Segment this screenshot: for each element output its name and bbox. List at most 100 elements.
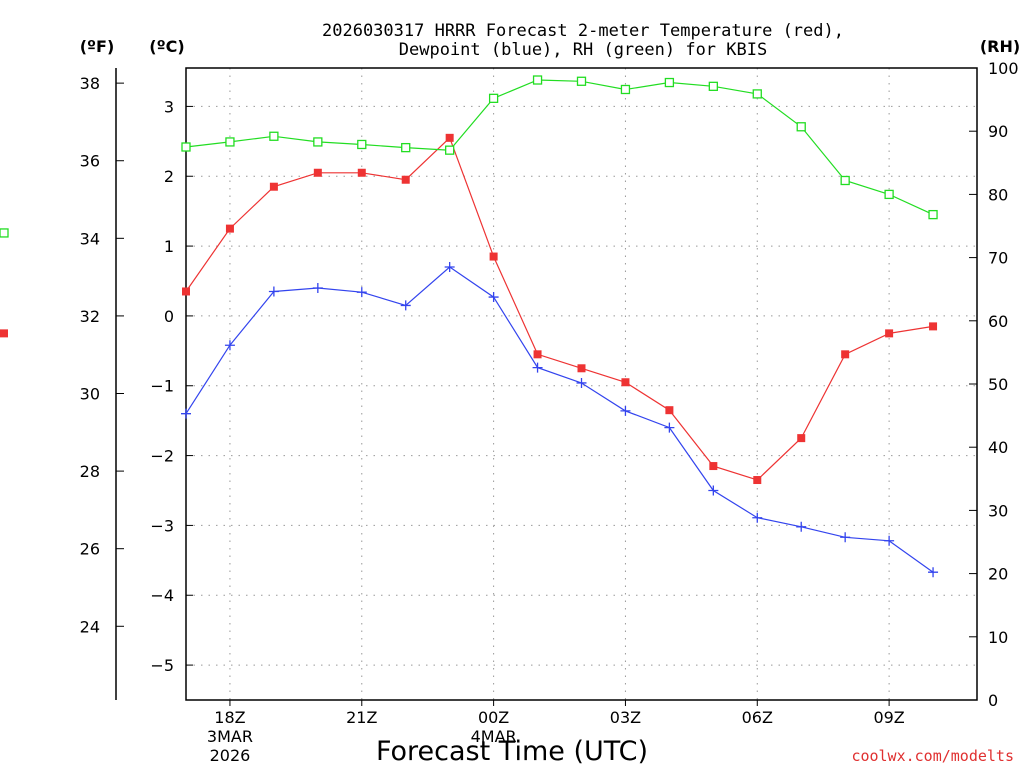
rh-point bbox=[225, 137, 235, 147]
fahrenheit-tick-label: 34 bbox=[80, 229, 100, 248]
temperature-point bbox=[533, 350, 542, 359]
fahrenheit-tick-label: 38 bbox=[80, 74, 100, 93]
rh-point bbox=[181, 142, 191, 152]
rh-tick-label: 30 bbox=[988, 501, 1008, 520]
dewpoint-point bbox=[312, 282, 323, 293]
dewpoint-point bbox=[356, 287, 367, 298]
rh-tick-label: 20 bbox=[988, 565, 1008, 584]
credit-text: coolwx.com/modelts bbox=[851, 747, 1014, 765]
rh-point bbox=[752, 89, 762, 99]
temperature-point bbox=[753, 476, 762, 485]
chart-title-line2: Dewpoint (blue), RH (green) for KBIS bbox=[399, 40, 767, 60]
dewpoint-point bbox=[268, 286, 279, 297]
celsius-axis-label: (ºC) bbox=[149, 37, 184, 56]
temperature-point bbox=[709, 462, 718, 471]
celsius-tick-label: −2 bbox=[150, 447, 174, 466]
x-tick-date: 3MAR bbox=[207, 727, 253, 746]
dewpoint-point bbox=[928, 567, 939, 578]
x-tick-label: 00Z bbox=[478, 708, 509, 727]
temperature-point bbox=[357, 168, 366, 177]
fahrenheit-axis-label: (ºF) bbox=[80, 37, 115, 56]
celsius-tick-label: 1 bbox=[164, 237, 174, 256]
rh-point bbox=[313, 137, 323, 147]
series-layer bbox=[0, 75, 939, 578]
x-tick-date: 4MAR bbox=[471, 727, 517, 746]
chart-title-line1: 2026030317 HRRR Forecast 2-meter Tempera… bbox=[322, 21, 844, 41]
rh-point bbox=[445, 145, 455, 155]
temperature-line bbox=[185, 136, 934, 481]
temperature-point bbox=[929, 322, 938, 331]
fahrenheit-tick-label: 36 bbox=[80, 152, 100, 171]
rh-point bbox=[401, 142, 411, 153]
rh-tick-label: 70 bbox=[988, 249, 1008, 268]
rh-tick-label: 0 bbox=[988, 691, 998, 710]
temperature-point bbox=[445, 133, 454, 142]
fahrenheit-tick-label: 24 bbox=[80, 617, 100, 636]
temperature-point bbox=[269, 182, 278, 191]
dewpoint-point bbox=[840, 532, 851, 543]
x-tick-label: 09Z bbox=[873, 708, 904, 727]
x-axis-title: Forecast Time (UTC) bbox=[376, 736, 648, 767]
rh-tick-label: 90 bbox=[988, 122, 1008, 141]
dewpoint-point bbox=[224, 340, 235, 351]
dewpoint-point bbox=[620, 405, 631, 416]
temperature-point bbox=[841, 350, 850, 359]
rh-point bbox=[532, 75, 543, 85]
temperature-point bbox=[621, 378, 630, 387]
rh-tick-label: 10 bbox=[988, 628, 1008, 647]
x-tick-label: 06Z bbox=[742, 708, 773, 727]
dewpoint-point bbox=[400, 300, 411, 311]
temperature-point bbox=[797, 434, 806, 443]
celsius-tick-label: −1 bbox=[150, 377, 174, 396]
temperature-point bbox=[401, 175, 410, 184]
temperature-point bbox=[225, 224, 234, 233]
fahrenheit-tick-label: 26 bbox=[80, 540, 100, 559]
rh-tick-label: 100 bbox=[988, 59, 1019, 78]
dewpoint-point bbox=[884, 535, 895, 546]
rh-tick-label: 50 bbox=[988, 375, 1008, 394]
dewpoint-point bbox=[181, 408, 191, 419]
dewpoint-point bbox=[444, 262, 455, 273]
temperature-point bbox=[489, 252, 498, 261]
rh-point bbox=[928, 209, 938, 220]
celsius-tick-label: −5 bbox=[150, 656, 174, 675]
celsius-tick-label: −3 bbox=[150, 516, 174, 535]
x-tick-label: 21Z bbox=[346, 708, 377, 727]
rh-line bbox=[185, 79, 934, 216]
x-tick-year: 2026 bbox=[210, 746, 251, 765]
temperature-point bbox=[665, 406, 674, 415]
dewpoint-point bbox=[576, 377, 587, 388]
x-tick-label: 03Z bbox=[610, 708, 641, 727]
rh-point bbox=[488, 93, 499, 103]
rh-series bbox=[0, 75, 938, 238]
dewpoint-point bbox=[488, 292, 499, 303]
rh-point bbox=[269, 131, 279, 141]
celsius-tick-label: 0 bbox=[164, 307, 174, 326]
temperature-series bbox=[0, 133, 938, 485]
rh-tick-label: 80 bbox=[988, 185, 1008, 204]
rh-tick-label: 60 bbox=[988, 312, 1008, 331]
rh-point bbox=[576, 76, 587, 86]
dewpoint-point bbox=[664, 422, 675, 433]
rh-point bbox=[664, 77, 675, 88]
rh-point bbox=[884, 189, 894, 200]
x-tick-label: 18Z bbox=[214, 708, 245, 727]
rh-tick-label: 40 bbox=[988, 438, 1008, 457]
celsius-tick-label: 3 bbox=[164, 97, 174, 116]
celsius-tick-label: 2 bbox=[164, 167, 174, 186]
rh-point bbox=[796, 122, 806, 132]
fahrenheit-tick-label: 32 bbox=[80, 307, 100, 326]
dewpoint-point bbox=[752, 512, 763, 523]
rh-point bbox=[708, 81, 718, 91]
temperature-point bbox=[885, 329, 894, 338]
temperature-point bbox=[182, 287, 190, 296]
dewpoint-series bbox=[181, 262, 939, 578]
dewpoint-point bbox=[796, 521, 807, 532]
temperature-point bbox=[313, 168, 322, 177]
dewpoint-line bbox=[185, 266, 934, 573]
fahrenheit-tick-label: 28 bbox=[80, 462, 100, 481]
rh-point bbox=[620, 84, 631, 95]
fahrenheit-tick-label: 30 bbox=[80, 385, 100, 404]
